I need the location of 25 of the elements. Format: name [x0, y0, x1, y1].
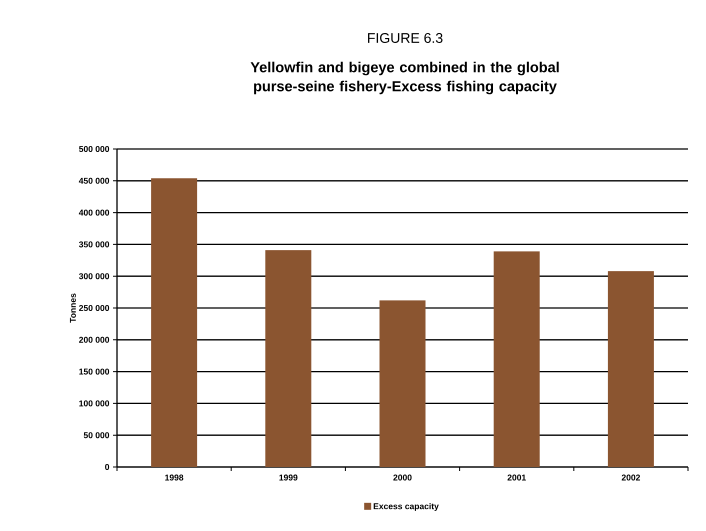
y-tick-label: 500 000: [79, 146, 110, 152]
y-tick-label: 250 000: [79, 305, 110, 312]
bar: [494, 251, 540, 467]
chart-title: FIGURE 6.3: [368, 33, 442, 43]
y-tick-label: 200 000: [79, 336, 110, 343]
y-tick-label: 0: [105, 464, 110, 470]
y-tick-label: 50 000: [84, 432, 110, 438]
x-tick-label: 2001: [508, 474, 526, 481]
y-tick-label: 350 000: [78, 241, 110, 248]
bar: [380, 300, 426, 467]
y-tick-label: 400 000: [78, 210, 110, 216]
y-tick-label: 150 000: [79, 368, 110, 375]
legend-label: Excess capacity: [374, 503, 439, 511]
x-tick-label: 1999: [279, 474, 298, 481]
x-tick-label: 2000: [393, 474, 412, 481]
bar: [608, 271, 654, 467]
y-tick-label: 100 000: [79, 400, 110, 406]
x-tick-label: 2002: [622, 474, 640, 481]
bar: [265, 250, 312, 467]
y-tick-label: 450 000: [78, 178, 110, 184]
chart-subtitle: Yellowfin and bigeye combined in the global purse-seine fishery-Excess fishing capacity: [250, 62, 559, 94]
x-tick-label: 1998: [165, 474, 184, 481]
bar: [151, 178, 198, 467]
y-axis-title: Tonnes: [70, 294, 76, 323]
y-tick-label: 300 000: [78, 273, 110, 280]
